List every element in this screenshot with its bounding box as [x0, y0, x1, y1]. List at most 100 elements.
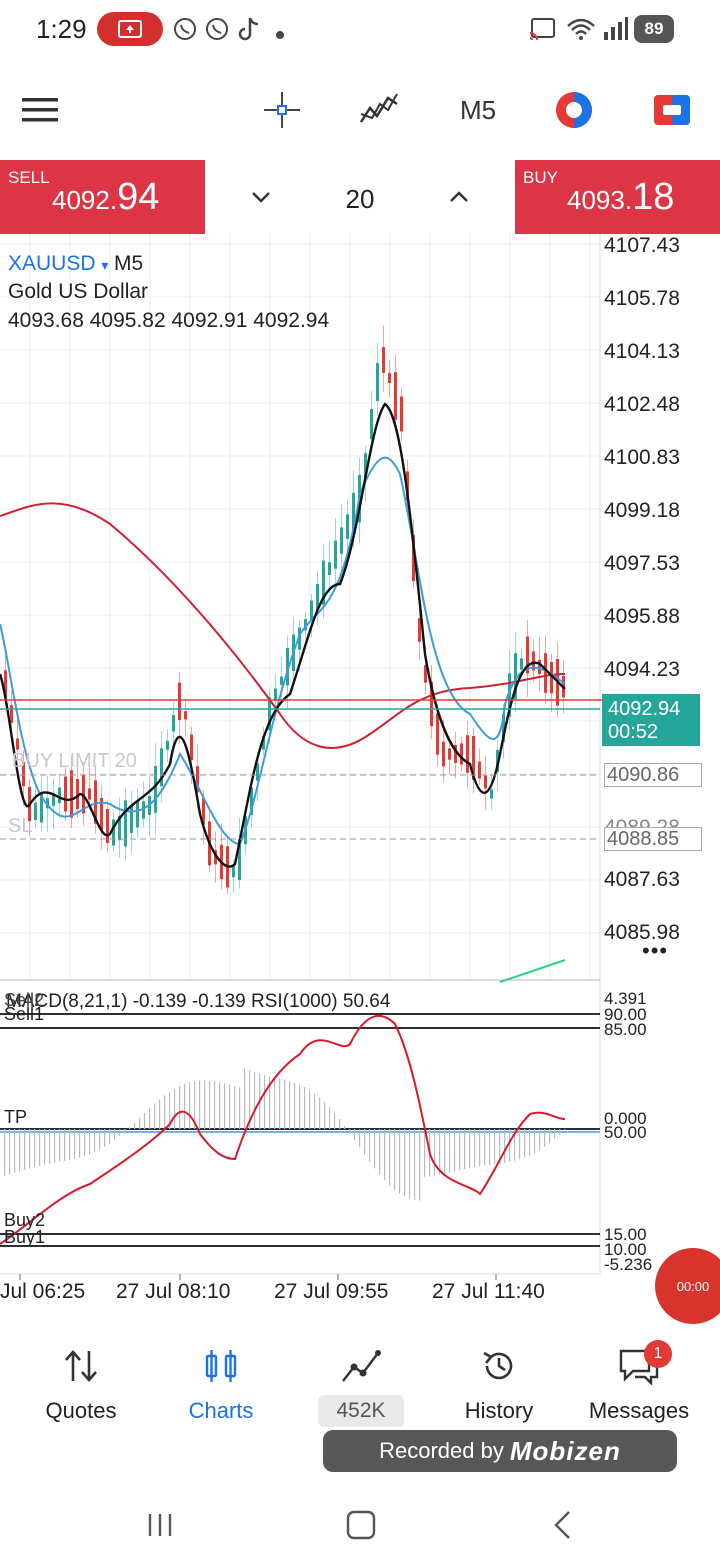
candle-body — [550, 662, 553, 694]
level-label-buy2: Buy2 — [4, 1210, 46, 1230]
home-icon[interactable] — [331, 1500, 391, 1550]
candle-body — [352, 492, 355, 533]
histogram-bar — [99, 1129, 101, 1150]
candle-body — [112, 819, 115, 846]
candle-body — [124, 800, 127, 847]
histogram-bar — [339, 1119, 341, 1129]
histogram-bar — [364, 1129, 366, 1155]
time-axis-label: 27 Jul 08:10 — [116, 1280, 231, 1303]
sl-price-marker[interactable]: 4088.85 — [604, 827, 702, 851]
sell-button[interactable]: SELL 4092.94 — [0, 160, 205, 234]
floating-record-button[interactable]: 00:00 — [655, 1248, 720, 1324]
histogram-bar — [139, 1117, 141, 1129]
volume-increase-button[interactable] — [439, 180, 479, 214]
status-bar: 1:29 89 — [0, 0, 720, 60]
volume-decrease-button[interactable] — [241, 180, 281, 214]
candle-body — [166, 740, 169, 750]
dot-icon — [276, 26, 284, 44]
candle-body — [238, 838, 241, 881]
histogram-bar — [179, 1085, 181, 1129]
nav-charts-label: Charts — [188, 1398, 254, 1423]
candle-body — [142, 801, 145, 819]
candle-body — [154, 765, 157, 813]
histogram-bar — [149, 1108, 151, 1129]
histogram-bar — [359, 1129, 361, 1148]
price-axis-label: 4094.23 — [604, 658, 680, 681]
histogram-bar — [484, 1129, 486, 1166]
price-axis-label: 4107.43 — [604, 234, 680, 257]
oscillator-axis-label: 10.00 — [604, 1240, 647, 1259]
indicators-icon[interactable] — [358, 88, 400, 132]
candle-body — [10, 705, 13, 723]
recorder-watermark: Recorded by Mobizen — [323, 1430, 677, 1472]
candle-body — [52, 792, 55, 806]
crosshair-icon[interactable] — [262, 88, 302, 132]
histogram-bar — [219, 1082, 221, 1129]
candle-body — [508, 673, 511, 717]
trade-icon[interactable] — [652, 88, 692, 132]
sell-price: 4092.94 — [52, 176, 160, 218]
price-chart[interactable] — [0, 234, 720, 1280]
histogram-bar — [524, 1129, 526, 1158]
nav-charts[interactable]: Charts — [151, 1340, 291, 1430]
one-click-trading-bar: SELL 4092.94 20 BUY 4093.18 — [0, 160, 720, 234]
histogram-bar — [14, 1129, 16, 1173]
candle-body — [334, 540, 337, 569]
nav-trade[interactable] — [291, 1340, 431, 1430]
candle-body — [526, 636, 529, 674]
candle-body — [256, 763, 259, 781]
sl-order-label[interactable]: SL — [8, 815, 33, 837]
candle-body — [412, 534, 415, 582]
histogram-bar — [189, 1082, 191, 1129]
period-selector[interactable]: M5 — [456, 88, 500, 132]
candle-body — [58, 787, 61, 804]
histogram-bar — [444, 1129, 446, 1174]
histogram-bar — [289, 1081, 291, 1129]
nav-messages-label: Messages — [588, 1398, 690, 1423]
nav-messages[interactable]: Messages — [569, 1340, 709, 1430]
recent-apps-icon[interactable] — [130, 1500, 190, 1550]
histogram-bar — [159, 1099, 161, 1129]
histogram-bar — [474, 1129, 476, 1168]
menu-icon[interactable] — [20, 88, 60, 132]
candle-body — [136, 801, 139, 828]
candle-body — [280, 676, 283, 685]
candle-body — [118, 815, 121, 841]
symbol-selector[interactable]: XAUUSD ▾ — [8, 252, 109, 275]
candle-body — [262, 736, 265, 750]
histogram-bar — [269, 1076, 271, 1129]
trade-chart-icon — [291, 1346, 431, 1386]
volume-input[interactable]: 20 — [345, 184, 375, 214]
histogram-bar — [54, 1129, 56, 1163]
candle-body — [190, 734, 193, 761]
cast-icon — [528, 16, 556, 47]
nav-history[interactable]: History — [429, 1340, 569, 1430]
histogram-bar — [324, 1101, 326, 1129]
candle-body — [94, 780, 97, 824]
histogram-bar — [509, 1129, 511, 1162]
buy-limit-price-marker[interactable]: 4090.86 — [604, 763, 702, 787]
candle-body — [538, 659, 541, 675]
candle-body — [448, 748, 451, 760]
histogram-bar — [494, 1129, 496, 1165]
back-icon[interactable] — [533, 1500, 593, 1550]
more-icon[interactable]: ••• — [642, 938, 669, 963]
candle-body — [460, 743, 463, 765]
buy-button[interactable]: BUY 4093.18 — [515, 160, 720, 234]
current-price-marker: 4092.94 00:52 — [602, 694, 700, 746]
quotes-icon — [11, 1346, 151, 1386]
histogram-bar — [464, 1129, 466, 1170]
histogram-bar — [409, 1129, 411, 1199]
buy-limit-order-label[interactable]: BUY LIMIT 20 — [12, 750, 137, 772]
candle-body — [274, 688, 277, 701]
histogram-bar — [354, 1129, 356, 1141]
color-scheme-icon[interactable] — [554, 88, 594, 132]
charts-icon — [151, 1346, 291, 1386]
candle-body — [76, 779, 79, 809]
whatsapp-icon — [204, 16, 230, 47]
indicator-values: MACD(8,21,1) -0.139 -0.139 RSI(1000) 50.… — [6, 991, 391, 1012]
nav-quotes[interactable]: Quotes — [11, 1340, 151, 1430]
system-navigation-bar — [0, 1490, 720, 1560]
signals-count: 452K — [318, 1395, 404, 1427]
candle-body — [364, 453, 367, 479]
